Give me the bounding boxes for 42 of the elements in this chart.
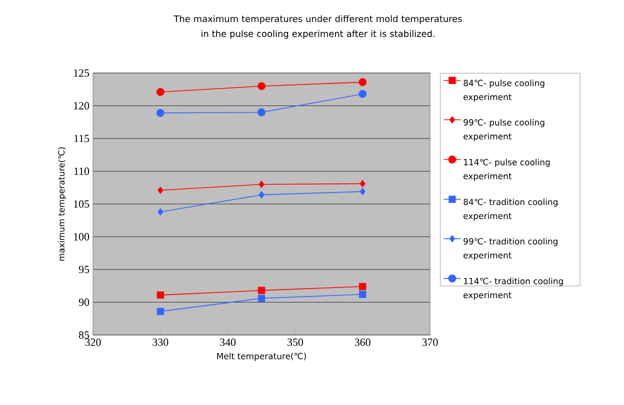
y-tick-label: 105 [74,200,90,208]
point [156,108,164,117]
x-tick-label: 350 [288,338,304,346]
legend-label: 114℃- tradition cooling experiment [464,278,563,300]
point [258,286,266,294]
x-tick-label: 320 [85,338,101,346]
point [156,291,164,299]
point [359,290,366,298]
legend-label: 99℃- pulse cooling experiment [464,119,544,142]
point [258,191,264,198]
legend-label: 99℃- tradition cooling experiment [464,238,558,260]
x-tick-label: 340 [220,338,236,346]
y-tick-label: 110 [74,168,90,175]
y-tick-label: 120 [74,102,90,110]
y-tick-label: 125 [74,69,90,77]
x-tick-label: 370 [422,338,438,346]
y-tick-label: 100 [74,233,90,240]
legend-label: 84℃- pulse cooling experiment [464,80,544,102]
point [258,294,266,302]
point [258,108,266,116]
x-tick-label: 330 [152,338,168,346]
chart-title: The maximum temperatures under different mold temperatures in the pulse cooling experiment after it is stabilized. [174,15,462,39]
legend-label: 84℃- tradition cooling experiment [464,198,558,221]
legend-label: 114℃- pulse cooling experiment [464,158,550,181]
point [258,82,266,90]
y-tick-label: 95 [78,266,90,274]
y-tick-label: 115 [74,134,90,142]
x-axis-title: Melt temperature(℃) [217,352,306,361]
x-tick-label: 360 [354,338,370,346]
y-tick-label: 85 [78,331,90,339]
point [158,208,164,216]
point [158,186,164,194]
y-axis-title: maximum temperature(℃) [58,147,66,261]
point [358,90,367,98]
y-tick-label: 90 [78,298,90,306]
point [156,308,164,316]
point [258,180,264,188]
point [359,282,366,290]
point [360,180,366,188]
point [156,88,164,96]
point [360,188,366,196]
point [358,78,367,86]
